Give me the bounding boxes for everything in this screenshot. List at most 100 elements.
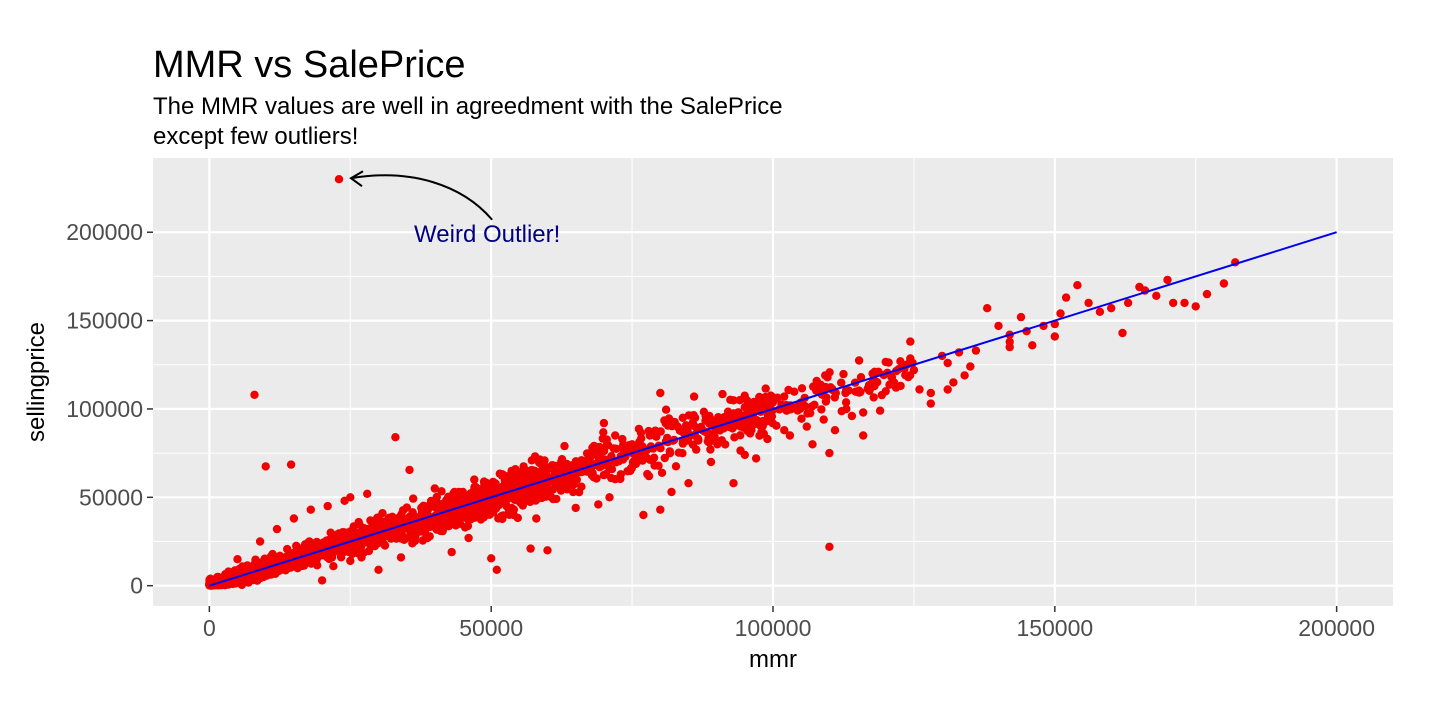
y-tick-label: 150000 [66, 308, 143, 334]
data-point [718, 389, 727, 399]
data-point [408, 539, 417, 548]
data-point [286, 460, 296, 469]
data-point [528, 467, 537, 477]
data-point [482, 483, 491, 493]
data-point [572, 475, 581, 484]
data-point [391, 433, 400, 442]
data-point [847, 411, 857, 421]
data-point [445, 515, 455, 525]
data-point [605, 493, 614, 502]
data-point [515, 479, 524, 488]
data-point [842, 385, 851, 395]
data-point [856, 373, 866, 382]
data-point [354, 517, 363, 527]
data-point [616, 470, 625, 479]
data-point [706, 445, 715, 454]
data-point [532, 514, 541, 523]
data-point [402, 503, 411, 512]
data-point [306, 505, 315, 514]
data-point [926, 388, 935, 398]
data-point [740, 403, 749, 412]
data-point [438, 503, 448, 512]
data-point [887, 372, 896, 382]
data-point [485, 510, 494, 519]
data-point [1202, 289, 1212, 299]
data-point [255, 537, 265, 546]
y-tick-label: 0 [130, 573, 143, 599]
data-point [436, 526, 445, 536]
data-point [729, 479, 738, 488]
data-point [250, 390, 259, 399]
data-point [599, 418, 609, 428]
data-point [736, 431, 745, 440]
data-point [447, 547, 456, 557]
data-point [261, 462, 270, 471]
y-axis-title: sellingprice [23, 322, 50, 442]
data-point [656, 444, 665, 453]
data-point [1016, 312, 1026, 322]
data-point [660, 453, 669, 463]
data-point [399, 535, 409, 544]
data-point [729, 396, 738, 405]
data-point [751, 454, 761, 463]
data-point [1005, 342, 1014, 352]
data-point [374, 565, 383, 574]
chart-subtitle-line-1: The MMR values are well in agreedment wi… [153, 93, 783, 120]
data-point [623, 467, 632, 476]
data-point [644, 471, 654, 481]
data-point [419, 507, 428, 516]
data-point [825, 448, 834, 458]
data-point [538, 459, 547, 468]
data-point [839, 369, 848, 379]
data-point [599, 446, 609, 456]
data-point [812, 386, 821, 395]
data-point [757, 427, 766, 437]
data-point [510, 495, 519, 504]
data-point [598, 434, 607, 443]
data-point [926, 399, 935, 408]
data-point [605, 464, 614, 473]
data-point [906, 337, 915, 346]
data-point [358, 528, 368, 537]
data-point [1219, 279, 1229, 288]
data-point [1084, 298, 1093, 308]
data-point [667, 487, 676, 497]
x-tick-label: 50000 [459, 615, 523, 641]
x-tick-label: 0 [203, 615, 216, 641]
data-point [611, 431, 620, 440]
data-point [489, 480, 499, 489]
data-point [340, 546, 349, 555]
data-point [470, 475, 479, 484]
data-point [772, 421, 781, 430]
data-point [821, 371, 830, 380]
data-point [639, 510, 648, 520]
major-gridlines [153, 158, 1393, 606]
data-point [1050, 332, 1060, 341]
x-axis-ticks: 0 50000 100000 150000 200000 [203, 606, 1375, 641]
data-point [289, 514, 299, 523]
data-point [396, 553, 406, 562]
data-point [411, 532, 420, 541]
data-point [548, 461, 557, 470]
data-point [665, 447, 674, 456]
data-point [1056, 309, 1065, 318]
x-tick-label: 100000 [735, 615, 812, 641]
data-point [379, 540, 389, 549]
data-point [881, 387, 890, 396]
data-point [487, 554, 496, 563]
data-point [1180, 298, 1189, 308]
data-point [558, 464, 568, 473]
data-point [1028, 341, 1037, 350]
data-point [656, 505, 665, 514]
data-point [495, 495, 504, 504]
y-tick-label: 50000 [79, 484, 143, 510]
data-point [797, 384, 807, 393]
data-point [571, 503, 580, 513]
data-point [870, 381, 879, 391]
data-point [943, 358, 952, 368]
data-point [855, 388, 864, 397]
data-point [346, 556, 355, 566]
data-point [891, 383, 901, 392]
data-point [272, 524, 282, 534]
